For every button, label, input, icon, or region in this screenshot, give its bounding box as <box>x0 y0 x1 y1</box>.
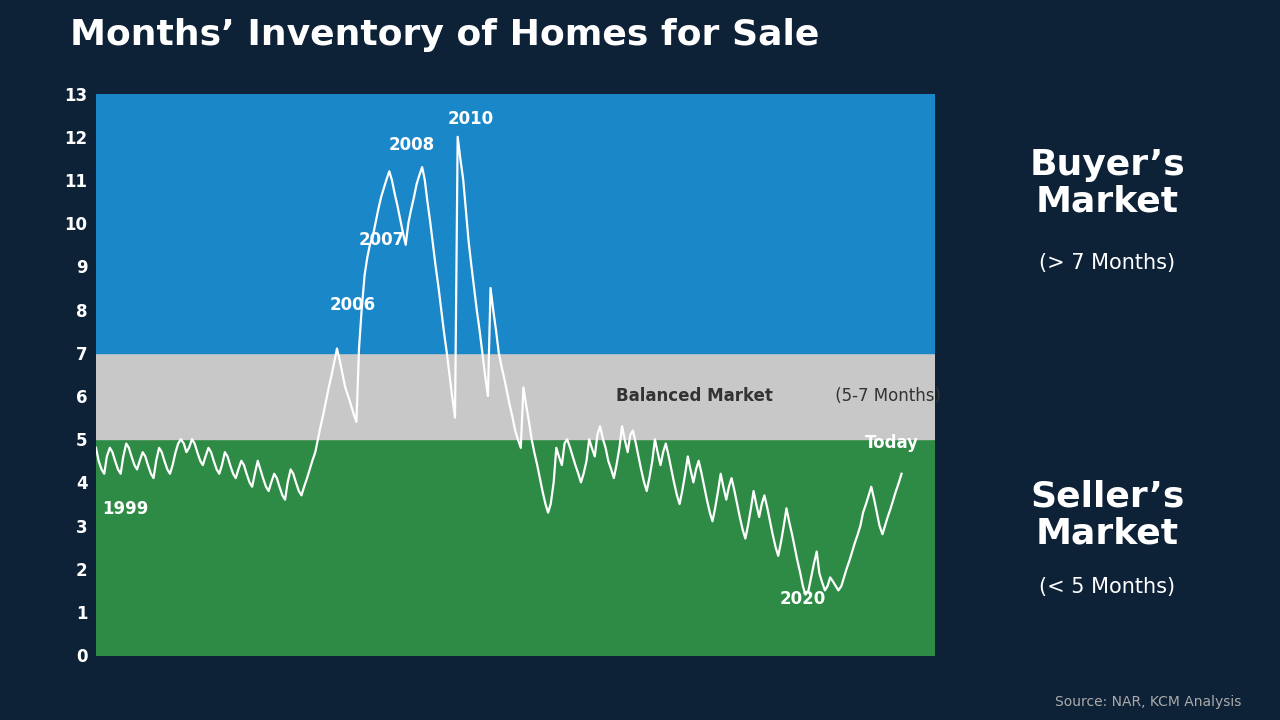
Text: 2010: 2010 <box>448 110 494 128</box>
Text: 2008: 2008 <box>389 136 435 154</box>
Text: (< 5 Months): (< 5 Months) <box>1039 577 1175 597</box>
Text: (5-7 Months): (5-7 Months) <box>829 387 941 405</box>
Text: 2007: 2007 <box>358 231 406 249</box>
Text: Months’ Inventory of Homes for Sale: Months’ Inventory of Homes for Sale <box>70 18 819 52</box>
Text: (> 7 Months): (> 7 Months) <box>1039 253 1175 273</box>
Text: Balanced Market: Balanced Market <box>616 387 773 405</box>
Text: Buyer’s
Market: Buyer’s Market <box>1029 148 1185 219</box>
Text: 2020: 2020 <box>780 590 826 608</box>
Text: Source: NAR, KCM Analysis: Source: NAR, KCM Analysis <box>1055 696 1242 709</box>
Text: Seller’s
Market: Seller’s Market <box>1030 480 1184 550</box>
Text: 2006: 2006 <box>329 296 375 314</box>
Text: 1999: 1999 <box>102 500 148 518</box>
Text: Today: Today <box>865 434 919 452</box>
